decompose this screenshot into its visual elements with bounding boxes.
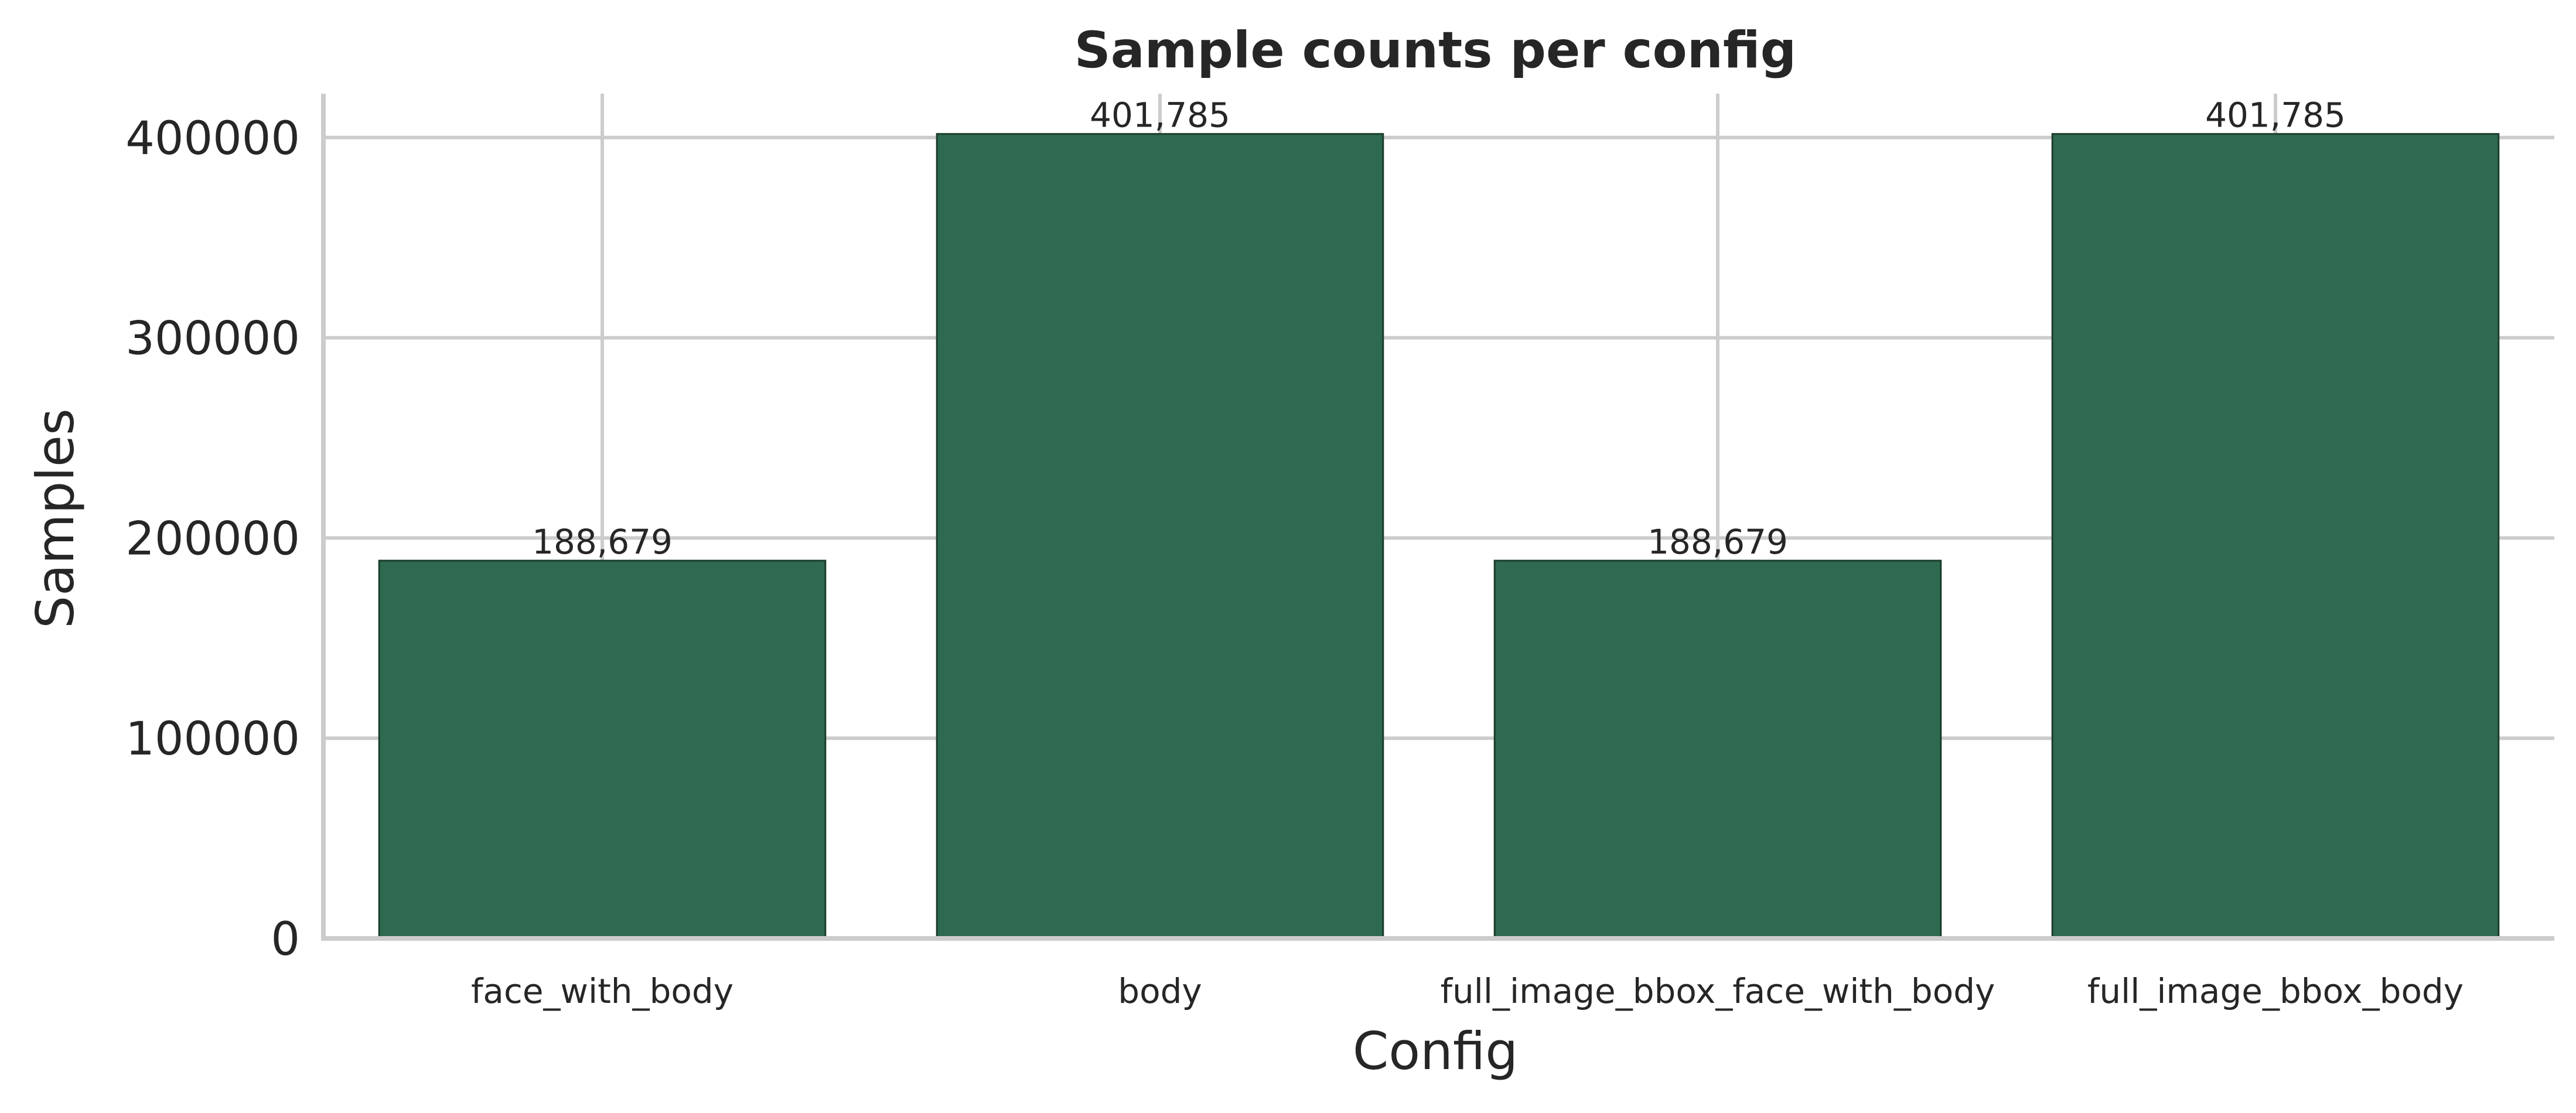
bar-layer	[378, 133, 2500, 940]
y-axis-label: Samples	[25, 408, 86, 629]
spine-layer	[321, 94, 2554, 941]
chart-title: Sample counts per config	[1074, 21, 1796, 80]
x-tick-label: face_with_body	[471, 971, 733, 1011]
y-tick-label: 0	[271, 913, 300, 966]
y-tick-label: 200000	[125, 513, 300, 565]
bar-full-image-bbox-face-with-body	[1493, 559, 1942, 940]
bar-face-with-body	[378, 559, 827, 940]
bar-data-label: 188,679	[1647, 522, 1788, 562]
y-tick-label: 400000	[125, 112, 300, 165]
bar-data-label: 401,785	[2205, 95, 2346, 135]
x-tick-label: full_image_bbox_body	[2087, 971, 2464, 1011]
y-tick-label: 300000	[125, 313, 300, 366]
x-tick-label: body	[1118, 971, 1202, 1011]
label-layer: 0 100000 200000 300000 400000 face_with_body 1…	[125, 95, 2464, 1011]
bar-data-label: 401,785	[1090, 95, 1230, 135]
bar-full-image-bbox-body	[2051, 133, 2500, 940]
bar-data-label: 188,679	[532, 522, 673, 562]
x-axis-label: Config	[1353, 1021, 1518, 1081]
bar-body	[936, 133, 1384, 940]
x-tick-label: full_image_bbox_face_with_body	[1441, 971, 1995, 1011]
y-tick-label: 100000	[125, 713, 300, 766]
